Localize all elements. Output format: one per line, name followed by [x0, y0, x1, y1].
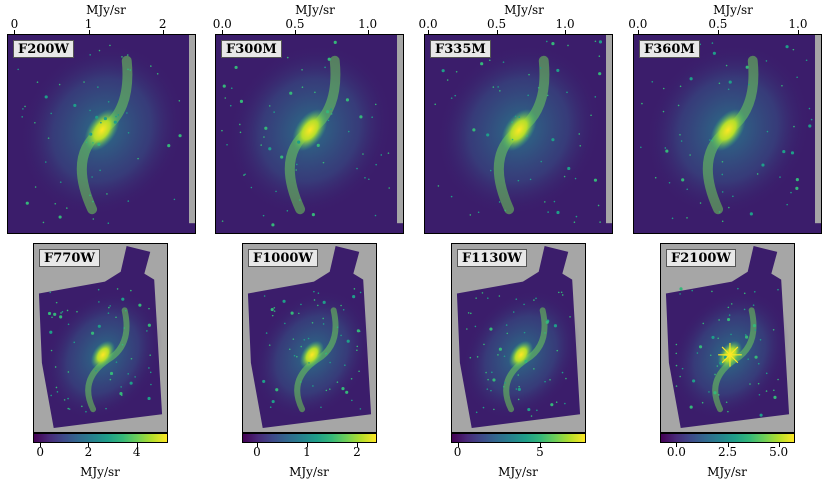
filter-label: F360M	[639, 40, 700, 58]
colorbar	[451, 433, 586, 443]
colorbar-tick-label: 1	[84, 17, 93, 31]
galaxy-image: F1000W	[242, 243, 377, 433]
colorbar-tick-label: 0	[253, 445, 261, 459]
filter-label: F335M	[430, 40, 491, 58]
colorbar-tick-label: 4	[132, 445, 141, 459]
colorbar-tick-label: 0.0	[628, 17, 648, 31]
filter-label: F300M	[221, 40, 282, 58]
colorbar-tick-label: 2.5	[717, 445, 738, 459]
colorbar	[242, 433, 377, 443]
filter-label: F1000W	[248, 249, 319, 267]
colorbar-tick-label: 0.5	[487, 17, 507, 31]
galaxy-render	[247, 245, 372, 429]
colorbar-tick-label: 0.0	[418, 17, 438, 31]
filter-label: F200W	[13, 40, 74, 58]
colorbar-unit: MJy/sr	[713, 3, 753, 17]
colorbar-tick	[162, 30, 164, 34]
colorbar-tick	[222, 30, 224, 34]
colorbar-tick	[357, 443, 358, 447]
colorbar-tick	[778, 443, 780, 447]
colorbar-tick	[496, 30, 498, 34]
galaxy-render	[634, 35, 821, 233]
colorbar-tick	[14, 30, 16, 34]
colorbar-tick-label: 0.5	[285, 17, 305, 31]
galaxy-render	[216, 35, 403, 233]
colorbar-unit: MJy/sr	[289, 465, 329, 479]
filter-label: F1130W	[457, 249, 528, 267]
colorbar-unit: MJy/sr	[295, 3, 335, 17]
colorbar-tick	[367, 30, 369, 34]
colorbar-tick-label: 0	[36, 445, 45, 459]
colorbar-tick	[88, 443, 90, 447]
filter-label: F2100W	[666, 249, 737, 267]
colorbar-tick-label: 5	[536, 445, 544, 459]
colorbar-tick	[307, 443, 308, 447]
colorbar-unit: MJy/sr	[80, 465, 120, 479]
galaxy-render	[665, 245, 790, 429]
colorbar-tick	[539, 443, 541, 447]
galaxy-image: F300M	[215, 34, 404, 234]
galaxy-image: F200W	[7, 34, 196, 234]
colorbar-unit: MJy/sr	[707, 465, 747, 479]
colorbar-tick	[257, 443, 258, 447]
colorbar-tick-label: 0.0	[212, 17, 232, 31]
colorbar-tick	[88, 30, 90, 34]
colorbar-tick	[717, 30, 719, 34]
colorbar-tick-label: 2	[84, 445, 93, 459]
colorbar-tick	[457, 443, 459, 447]
colorbar-tick	[294, 30, 296, 34]
colorbar-tick-label: 1.0	[358, 17, 378, 31]
galaxy-image: F360M	[633, 34, 822, 234]
colorbar-tick	[428, 30, 430, 34]
colorbar-tick	[565, 30, 567, 34]
colorbar-tick-label: 1.0	[788, 17, 808, 31]
galaxy-image: F2100W	[660, 243, 795, 433]
colorbar-tick	[676, 443, 678, 447]
colorbar-unit: MJy/sr	[86, 3, 126, 17]
colorbar-tick-label: 1	[303, 445, 311, 459]
colorbar	[33, 433, 168, 443]
galaxy-render	[38, 245, 163, 429]
colorbar-tick-label: 1.0	[555, 17, 575, 31]
galaxy-image: F335M	[424, 34, 613, 234]
colorbar-tick	[136, 443, 138, 447]
colorbar-tick	[727, 443, 729, 447]
colorbar-tick-label: 2	[353, 445, 361, 459]
colorbar-tick-label: 5.0	[769, 445, 789, 459]
colorbar-tick-label: 0	[453, 445, 462, 459]
colorbar-tick-label: 0.5	[708, 17, 728, 31]
filter-label: F770W	[39, 249, 100, 267]
colorbar-unit: MJy/sr	[498, 465, 538, 479]
colorbar-unit: MJy/sr	[504, 3, 544, 17]
colorbar-tick-label: 2	[158, 17, 167, 31]
colorbar-tick-label: 0	[10, 17, 19, 31]
colorbar-tick-label: 0.0	[666, 445, 686, 459]
galaxy-image: F770W	[33, 243, 168, 433]
galaxy-render	[456, 245, 581, 429]
galaxy-render	[425, 35, 612, 233]
colorbar	[660, 433, 795, 443]
colorbar-tick	[637, 30, 639, 34]
galaxy-render	[8, 35, 195, 233]
colorbar-tick	[40, 443, 42, 447]
colorbar-tick	[797, 30, 799, 34]
galaxy-image: F1130W	[451, 243, 586, 433]
